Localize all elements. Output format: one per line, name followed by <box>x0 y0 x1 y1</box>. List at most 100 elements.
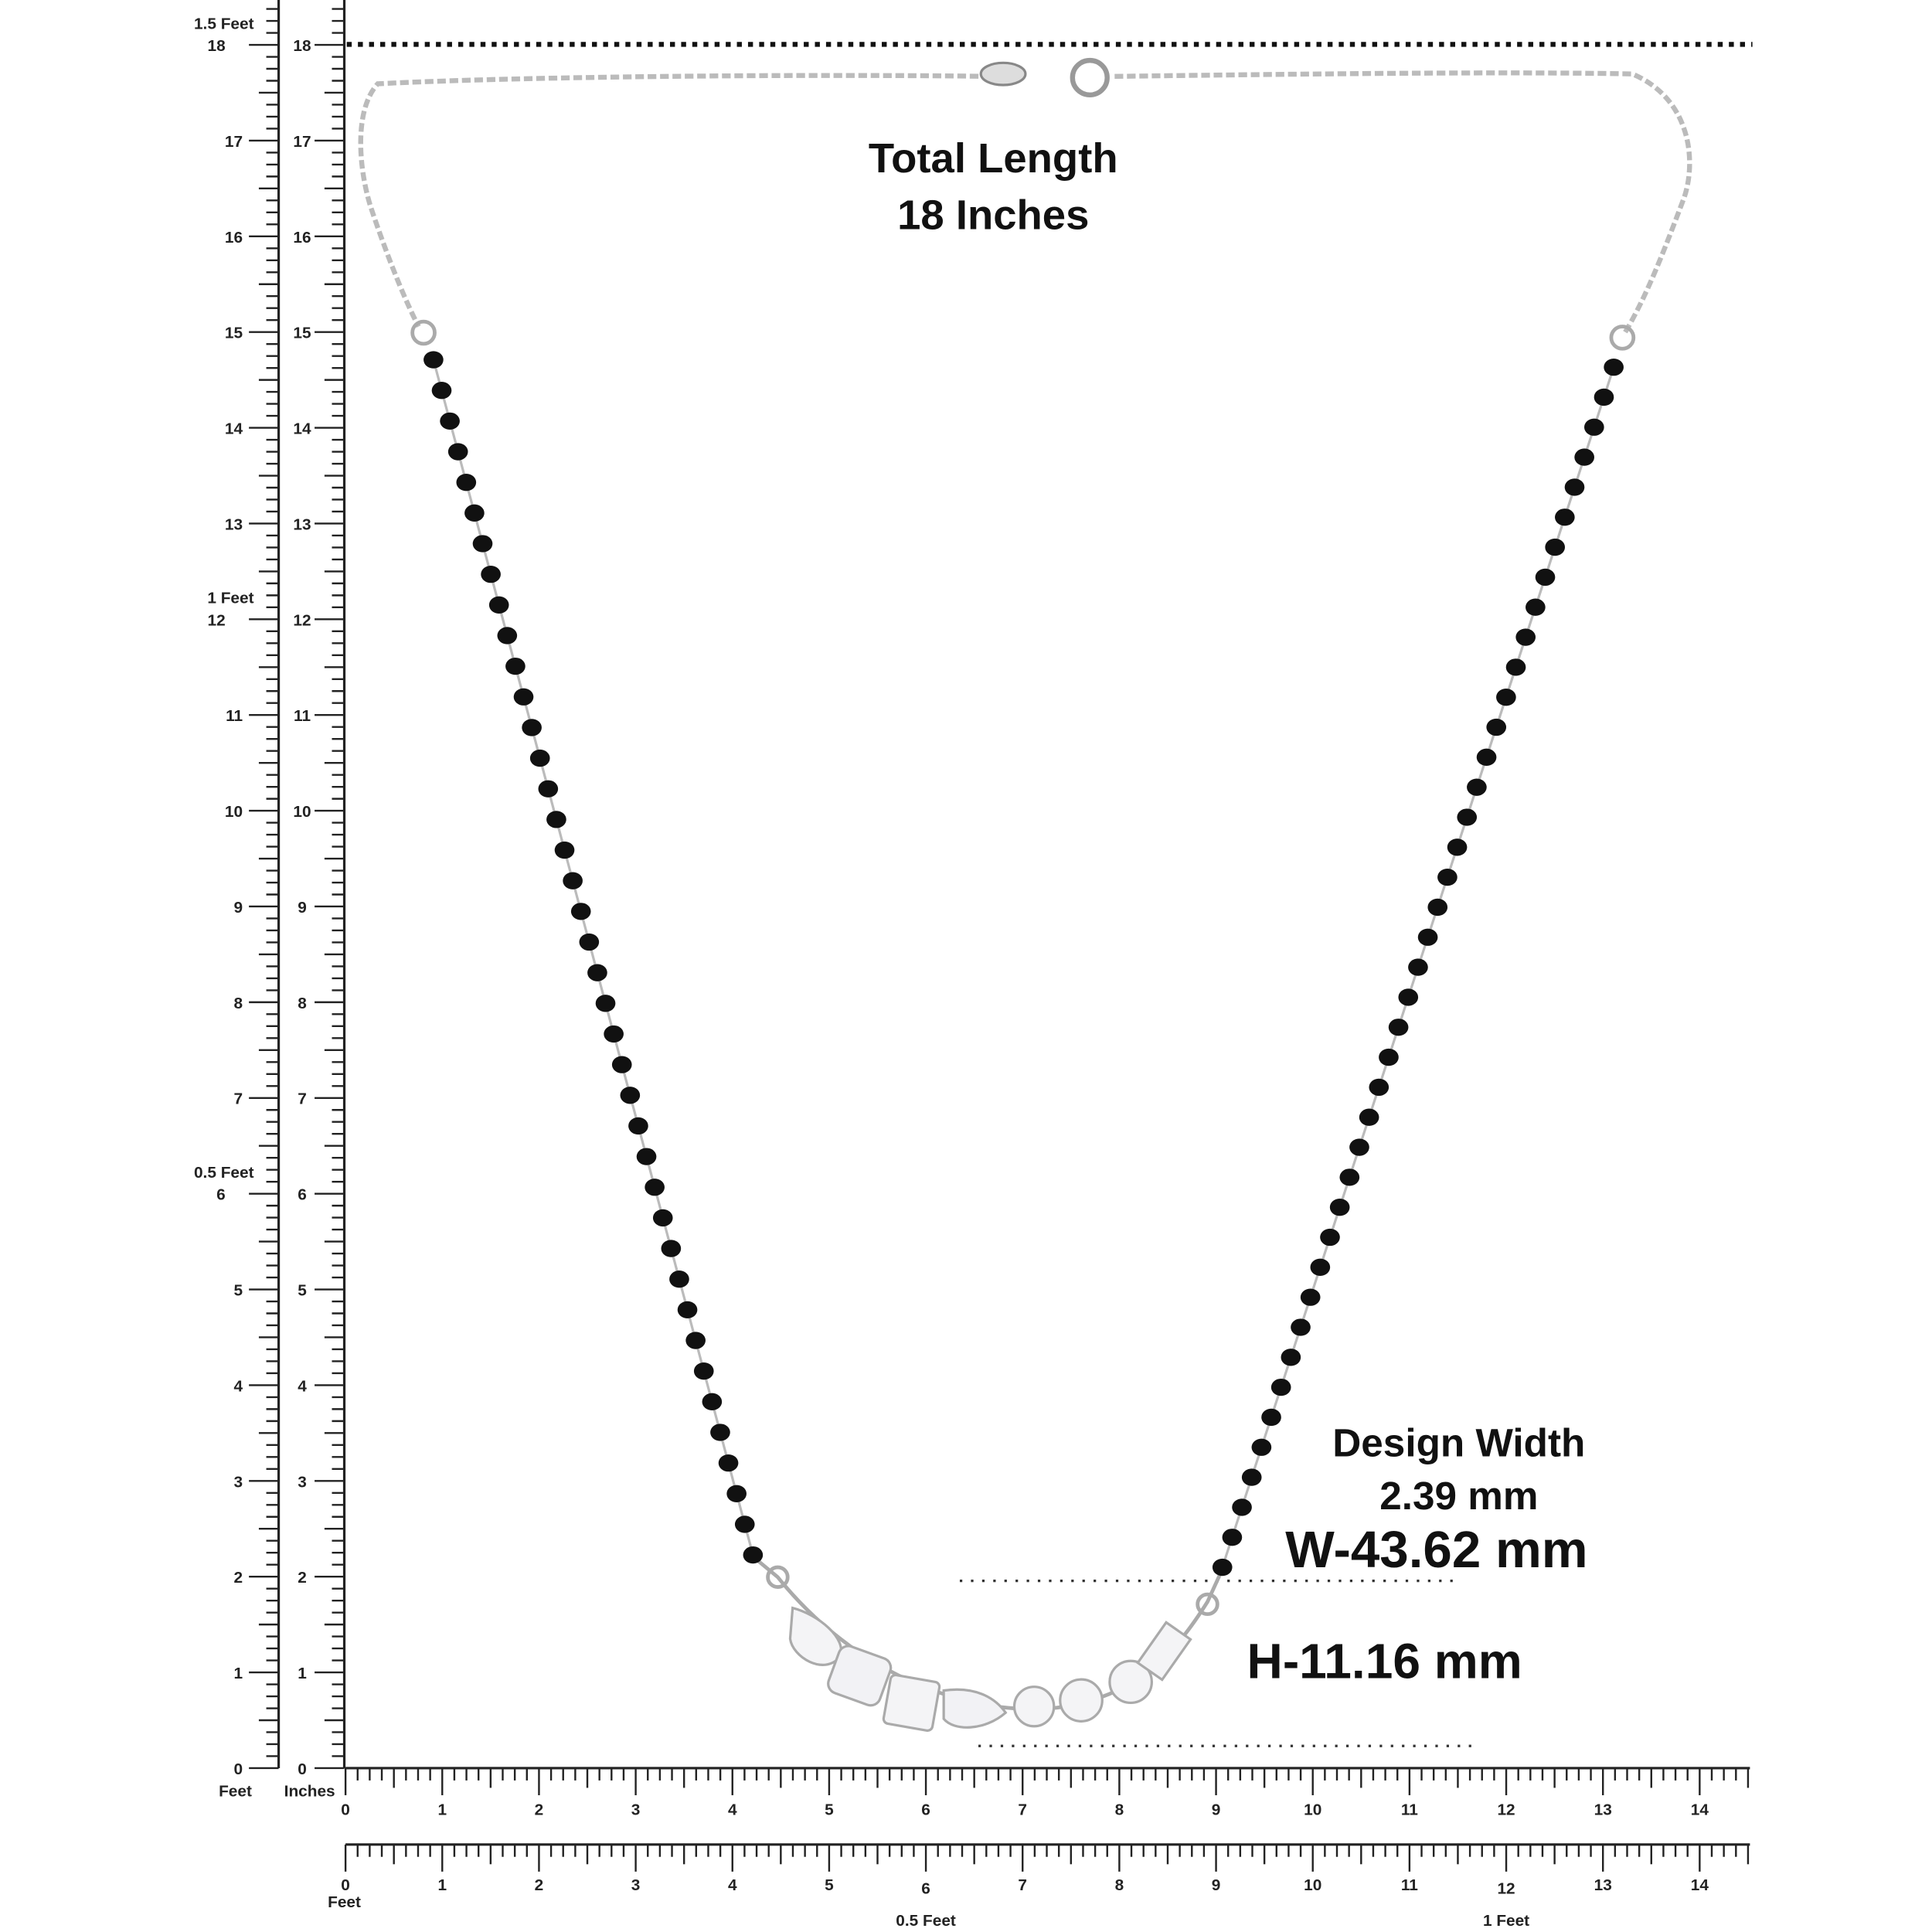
black-bead <box>1545 538 1565 556</box>
black-bead <box>1212 1558 1233 1577</box>
black-bead <box>1496 689 1516 706</box>
black-bead <box>431 382 452 400</box>
ruler-number: 18 <box>293 37 311 55</box>
ruler-feet-label: 1 Feet <box>1483 1912 1529 1930</box>
ruler-unit: Inches <box>284 1783 335 1801</box>
ruler-feet-label: 1 Feet <box>207 590 253 607</box>
black-bead <box>1526 598 1546 616</box>
ruler-number: 2 <box>298 1569 307 1587</box>
black-bead <box>1555 509 1575 526</box>
ruler-number: 15 <box>225 325 243 342</box>
black-bead <box>522 719 542 736</box>
black-bead <box>1505 658 1526 676</box>
black-bead <box>1408 958 1428 976</box>
jump-ring <box>1196 1592 1219 1617</box>
ruler-number: 17 <box>225 133 243 151</box>
ruler-number: 6 <box>921 1801 930 1819</box>
black-bead <box>1261 1408 1281 1427</box>
ruler-number: 17 <box>293 133 311 151</box>
black-bead <box>488 596 509 614</box>
black-bead <box>464 504 485 522</box>
black-bead <box>1467 778 1487 796</box>
ruler-unit: Feet <box>328 1893 361 1911</box>
stone <box>942 1688 1008 1729</box>
black-bead <box>710 1423 730 1441</box>
ruler-number: 12 <box>1497 1801 1515 1819</box>
black-bead <box>1515 628 1536 646</box>
ruler-number: 9 <box>1212 1801 1221 1819</box>
ruler-number: 11 <box>1401 1801 1418 1819</box>
ruler-number: 5 <box>825 1876 834 1894</box>
black-bead <box>1564 478 1585 496</box>
ruler-number: 10 <box>293 803 311 821</box>
ruler-number: 12 <box>1497 1880 1515 1898</box>
ruler-number: 11 <box>294 707 311 725</box>
ruler-number: 1 <box>298 1665 307 1682</box>
ruler-number: 9 <box>1212 1876 1221 1894</box>
ruler-number: 2 <box>535 1801 544 1819</box>
necklace <box>358 57 1692 1732</box>
chain-left <box>358 73 992 328</box>
black-bead <box>1270 1378 1291 1396</box>
black-bead <box>1232 1498 1252 1516</box>
ruler-number: 4 <box>728 1876 737 1894</box>
jump-ring <box>410 319 437 346</box>
black-bead <box>497 627 518 645</box>
black-bead <box>1447 838 1468 856</box>
ruler-number: 3 <box>298 1473 307 1491</box>
ruler-number: 7 <box>298 1090 307 1108</box>
design-width-label: Design Width <box>1332 1421 1585 1465</box>
ruler-feet-label: 1.5 Feet <box>194 15 254 32</box>
black-bead <box>1437 868 1458 886</box>
ruler-number: 0 <box>341 1801 350 1819</box>
ruler-number: 7 <box>1018 1801 1027 1819</box>
black-bead <box>1417 928 1438 946</box>
total-length-value: 18 Inches <box>897 192 1089 239</box>
ruler-number: 8 <box>298 995 307 1012</box>
rulers: 0123456789101112131415161718012345678910… <box>194 0 1750 1930</box>
black-bead <box>447 443 468 461</box>
black-bead <box>1574 448 1594 466</box>
ruler-number: 8 <box>234 995 243 1012</box>
ruler-number: 3 <box>631 1801 641 1819</box>
black-bead <box>579 933 600 951</box>
width-measure: W-43.62 mm <box>1285 1521 1587 1579</box>
black-bead <box>1320 1228 1340 1247</box>
ruler-number: 0 <box>298 1760 307 1778</box>
design-width-value: 2.39 mm <box>1379 1474 1538 1518</box>
black-bead <box>538 780 559 798</box>
ruler-number: 10 <box>1304 1876 1321 1894</box>
black-bead <box>1486 718 1507 736</box>
black-bead <box>645 1179 665 1196</box>
black-bead <box>685 1332 706 1349</box>
ruler-number: 8 <box>1115 1876 1124 1894</box>
ruler-number: 6 <box>216 1186 226 1204</box>
black-bead <box>620 1087 641 1104</box>
black-bead <box>1349 1138 1369 1156</box>
chain-right <box>1114 70 1692 335</box>
clasp-ring <box>1070 57 1110 97</box>
black-bead <box>702 1393 723 1411</box>
black-bead <box>1476 748 1497 766</box>
ruler-number: 9 <box>234 899 243 917</box>
stone <box>1059 1678 1104 1723</box>
total-length-label: Total Length <box>869 134 1118 182</box>
ruler-number: 1 <box>234 1665 243 1682</box>
ruler-number: 13 <box>1594 1876 1612 1894</box>
black-bead <box>1457 808 1478 826</box>
ruler-number: 16 <box>225 229 243 247</box>
jump-ring <box>1609 325 1636 351</box>
black-bead <box>1339 1168 1360 1186</box>
black-bead <box>628 1117 648 1135</box>
ruler-number: 7 <box>234 1090 243 1108</box>
ruler-number: 14 <box>1691 1876 1709 1894</box>
black-bead <box>595 995 616 1012</box>
black-bead <box>1241 1468 1262 1486</box>
ruler-number: 4 <box>234 1377 243 1395</box>
ruler-number: 16 <box>293 229 311 247</box>
black-bead <box>661 1240 682 1257</box>
ruler-number: 13 <box>293 515 311 533</box>
ruler-number: 1 <box>437 1801 447 1819</box>
stone <box>1108 1659 1153 1705</box>
